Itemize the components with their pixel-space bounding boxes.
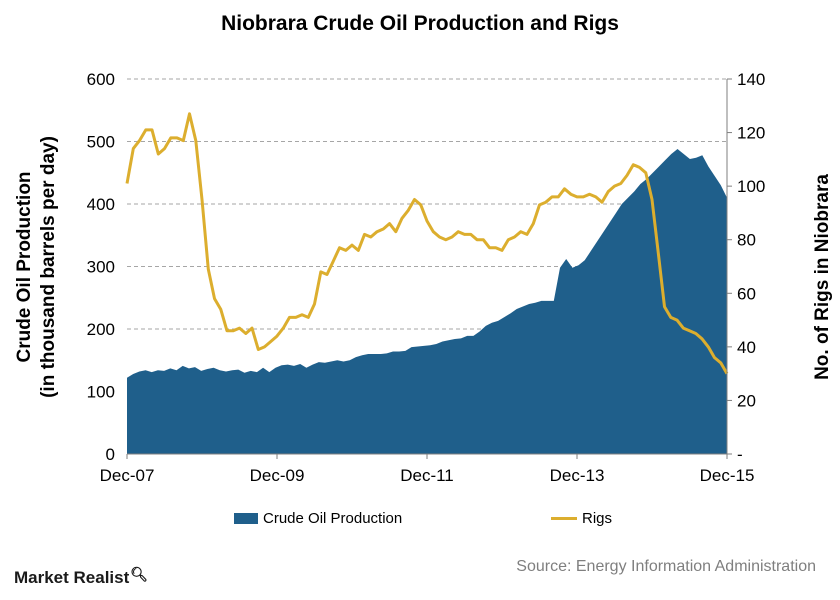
legend-item-rigs: Rigs: [551, 510, 612, 527]
legend-swatch-production: [234, 513, 258, 524]
x-axis-tick-label: Dec-13: [550, 466, 605, 485]
brand-name: Market Realist: [14, 568, 130, 587]
left-axis-tick-label: 600: [87, 70, 115, 89]
legend-item-production: Crude Oil Production: [234, 510, 402, 527]
legend-label-rigs: Rigs: [582, 510, 613, 527]
x-axis-tick-labels: Dec-07 Dec-09 Dec-11 Dec-13 Dec-15: [100, 466, 755, 485]
right-axis-title: No. of Rigs in Niobrara: [812, 174, 833, 380]
source-note: Source: Energy Information Administratio…: [516, 558, 816, 575]
x-axis-tick-label: Dec-11: [400, 466, 454, 485]
legend-label-production: Crude Oil Production: [263, 510, 403, 527]
right-axis-tick-label: -: [737, 445, 743, 464]
right-axis-tick-label: 60: [737, 284, 756, 303]
left-axis-tick-labels: 0 100 200 300 400 500 600: [87, 70, 115, 464]
right-axis-tick-label: 20: [737, 391, 756, 410]
left-axis-tick-label: 500: [87, 133, 115, 152]
left-axis-tick-label: 100: [87, 383, 115, 402]
x-axis-tick-label: Dec-07: [100, 466, 155, 485]
left-axis-title-line2: (in thousand barrels per day): [38, 136, 59, 398]
magnifier-icon: 🔍︎: [130, 566, 149, 582]
right-axis-tick-label: 80: [737, 231, 756, 250]
axes: [126, 78, 732, 459]
right-axis-tick-label: 100: [737, 177, 765, 196]
brand-logo: Market Realist🔍︎: [14, 566, 148, 588]
series-line-rigs: [125, 112, 729, 375]
right-axis-tick-label: 120: [737, 124, 765, 143]
left-axis-tick-label: 400: [87, 195, 115, 214]
chart-title: Niobrara Crude Oil Production and Rigs: [221, 12, 619, 35]
left-axis-tick-label: 300: [87, 258, 115, 277]
right-axis-tick-label: 140: [737, 70, 765, 89]
left-axis-tick-label: 200: [87, 320, 115, 339]
right-axis-tick-label: 40: [737, 338, 756, 357]
series-area-crude-oil-production: [127, 149, 727, 454]
left-axis-title-line1: Crude Oil Production: [14, 171, 35, 362]
left-axis-title: Crude Oil Production (in thousand barrel…: [14, 136, 59, 398]
x-axis-tick-label: Dec-15: [700, 466, 755, 485]
legend-swatch-rigs: [551, 517, 577, 520]
left-axis-tick-label: 0: [106, 445, 115, 464]
x-axis-tick-label: Dec-09: [250, 466, 305, 485]
right-axis-tick-labels: - 20 40 60 80 100 120 140: [737, 70, 765, 464]
